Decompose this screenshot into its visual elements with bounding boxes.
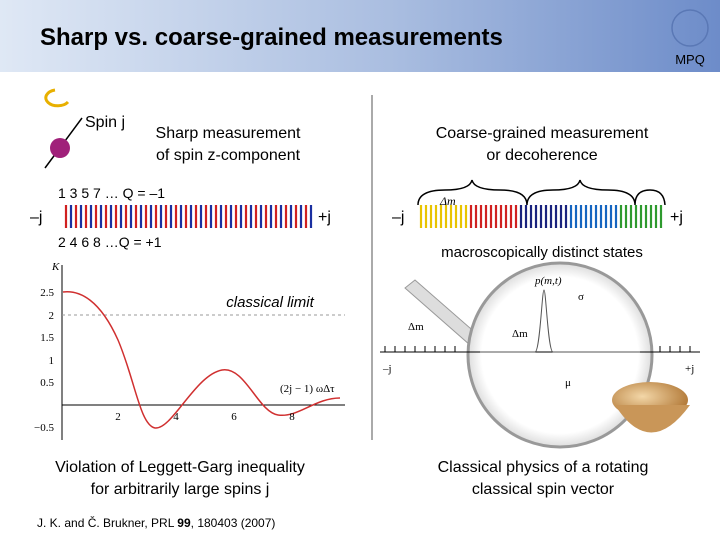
odd-label: 1 3 5 7 … Q = –1: [58, 185, 165, 201]
plot-xtick: 6: [231, 411, 237, 423]
reference-text: , 180403 (2007): [191, 516, 276, 530]
right-conclusion: classical spin vector: [472, 481, 615, 498]
rotation-arrow: [44, 88, 70, 108]
plot-ytick: 1: [49, 355, 55, 367]
spin-label: Spin j: [85, 114, 125, 131]
logo-text: MPQ: [675, 52, 705, 67]
header-bar: [0, 0, 720, 72]
plot-ytick: −0.5: [34, 422, 54, 434]
coarse-ticks: [419, 205, 663, 228]
top-body: [615, 405, 690, 433]
delta-m: Δm: [439, 194, 456, 208]
logo-emblem: [671, 9, 709, 47]
reference-text: J. K. and Č. Brukner, PRL: [37, 515, 177, 530]
right-caption: macroscopically distinct states: [441, 244, 643, 261]
left-heading: Sharp measurement: [156, 125, 302, 142]
group-braces: [417, 179, 666, 206]
plot-xtick: 2: [115, 411, 121, 423]
magnifier-lens: [466, 261, 654, 449]
m-plus: +j: [685, 363, 694, 375]
right-minus: –j: [392, 209, 404, 226]
title: Sharp vs. coarse-grained measurements: [40, 24, 503, 51]
left-conclusion: Violation of Leggett-Garg inequality: [55, 459, 305, 476]
right-plus: +j: [670, 209, 683, 226]
density-label: p(m,t): [534, 275, 562, 287]
even-label: 2 4 6 8 …Q = +1: [58, 234, 162, 250]
left-heading: of spin z-component: [156, 147, 301, 164]
m-ticks: [384, 346, 691, 352]
magnifier: p(m,t) σ Δm Δm –j μ +j: [380, 261, 700, 449]
sharp-ticks: [64, 205, 313, 228]
right-heading: or decoherence: [486, 147, 597, 164]
plot-ytick: 0.5: [40, 377, 54, 389]
plot-ytick: 2.5: [40, 287, 54, 299]
plot-curve: [62, 291, 341, 429]
plot-ylabel: K: [51, 261, 60, 273]
reference: J. K. and Č. Brukner, PRL 99, 180403 (20…: [37, 515, 275, 530]
reference-volume: 99: [177, 516, 191, 530]
right-heading: Coarse-grained measurement: [436, 125, 649, 142]
plot-ytick: 1.5: [40, 332, 54, 344]
plot: K (2j − 1) ωΔτ 2.5 2 1.5 1 0.5 −0.5 2 4 6 8: [34, 261, 345, 440]
left-plus: +j: [318, 209, 331, 226]
plot-ytick: 2: [49, 310, 55, 322]
sigma-label: σ: [578, 291, 584, 303]
density-peak: [480, 289, 640, 353]
magnifier-handle: [404, 279, 479, 346]
delta-right: Δm: [512, 328, 528, 340]
plot-xtick: 8: [289, 411, 295, 423]
classical-limit: classical limit: [226, 294, 314, 311]
right-conclusion: Classical physics of a rotating: [438, 459, 649, 476]
delta-left: Δm: [408, 321, 424, 333]
plot-xtick: 4: [173, 411, 179, 423]
plot-xlabel: (2j − 1) ωΔτ: [280, 383, 335, 395]
mu-label: μ: [565, 377, 571, 389]
m-minus: –j: [382, 363, 392, 375]
left-minus: –j: [30, 209, 42, 226]
spin-ball: [50, 138, 70, 158]
left-conclusion: for arbitrarily large spins j: [91, 481, 270, 498]
